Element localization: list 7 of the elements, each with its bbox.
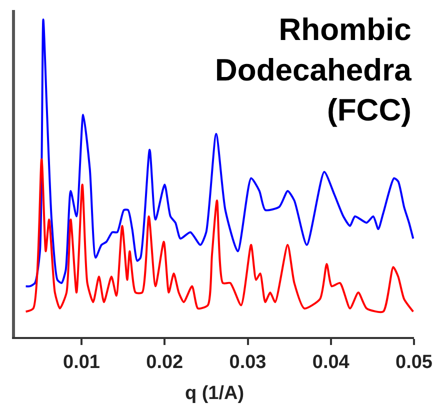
x-tick-label: 0.04	[312, 352, 350, 373]
x-tick-label: 0.01	[63, 352, 100, 373]
x-axis-title: q (1/A)	[184, 383, 244, 404]
x-tick-label: 0.05	[396, 352, 433, 373]
text: Rhombic Dodecahedra (FCC)	[215, 12, 412, 128]
x-tick-label: 0.03	[229, 352, 266, 373]
x-tick-label: 0.02	[146, 352, 184, 373]
